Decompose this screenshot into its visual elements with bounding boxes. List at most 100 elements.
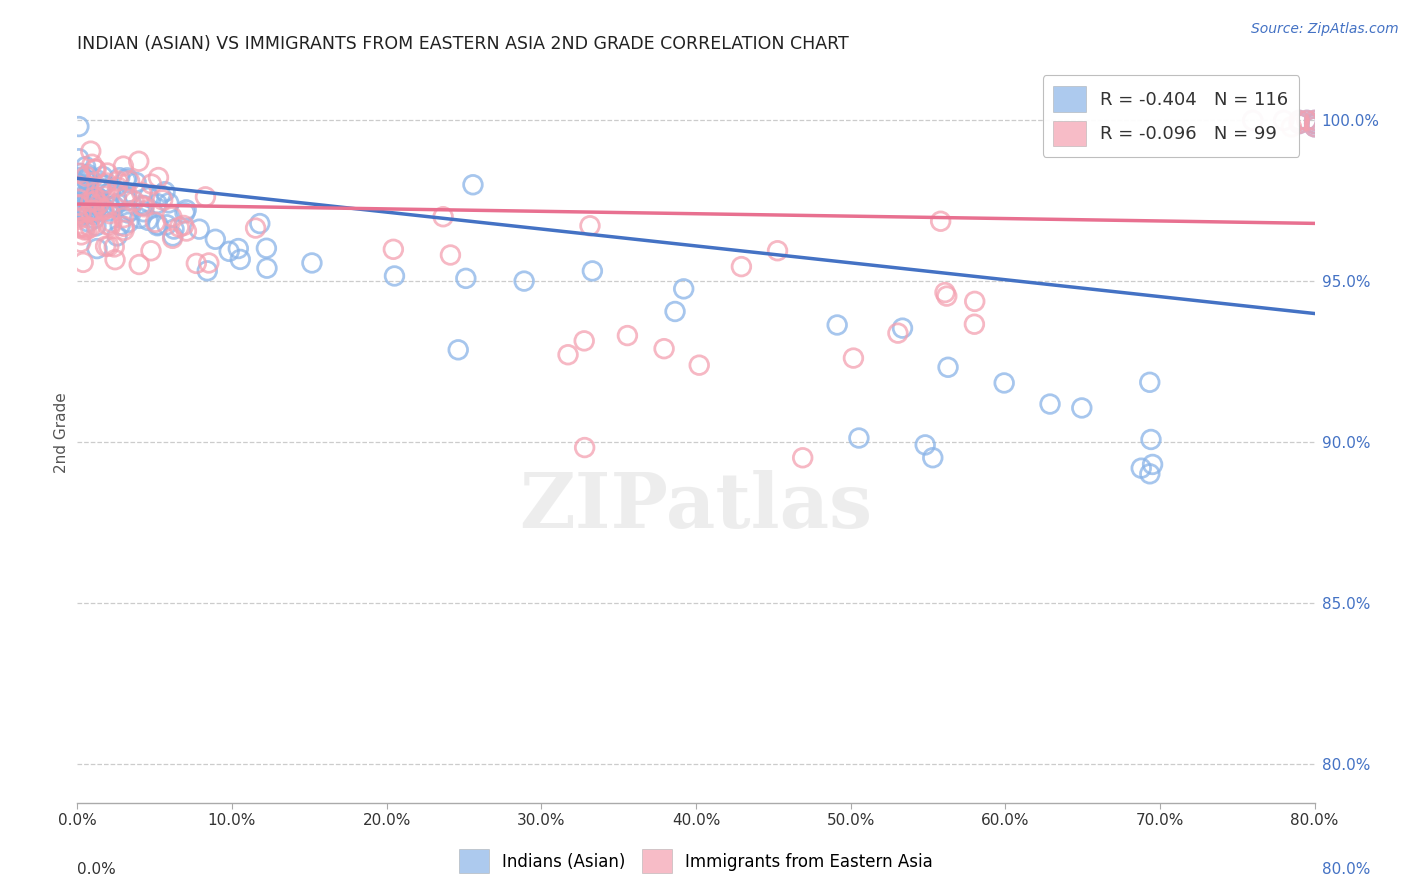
Point (730, 260, 752, 274)
Point (67, 221, 90, 235)
Point (1241, 113, 1264, 128)
Point (83, 203, 105, 218)
Point (301, 256, 323, 270)
Point (93, 202, 115, 217)
Point (75, 169, 97, 183)
Point (218, 244, 240, 259)
Point (198, 256, 221, 270)
Point (97, 239, 120, 253)
Point (67, 120, 90, 134)
Point (122, 194, 145, 208)
Point (84, 219, 107, 233)
Point (83, 211, 105, 226)
Point (153, 185, 176, 199)
Point (67, 212, 90, 227)
Point (842, 351, 865, 365)
Point (1130, 461, 1153, 475)
Point (664, 304, 686, 318)
Point (69, 178, 91, 193)
Point (616, 328, 638, 343)
Text: Source: ZipAtlas.com: Source: ZipAtlas.com (1251, 22, 1399, 37)
Point (1039, 397, 1062, 411)
Point (107, 179, 129, 194)
Point (766, 244, 789, 258)
Point (79, 183, 101, 197)
Point (70, 202, 93, 217)
Point (107, 196, 129, 211)
Point (572, 334, 595, 348)
Point (86, 191, 108, 205)
Point (174, 202, 197, 217)
Point (1288, 117, 1310, 131)
Point (80, 194, 103, 209)
Point (934, 285, 956, 300)
Point (136, 213, 159, 227)
Point (792, 450, 814, 465)
Point (848, 431, 870, 445)
Point (162, 231, 184, 245)
Point (125, 176, 148, 190)
Point (146, 219, 169, 233)
Point (94, 183, 117, 197)
Point (72, 179, 94, 194)
Point (963, 317, 986, 331)
Point (174, 206, 197, 220)
Text: INDIAN (ASIAN) VS IMMIGRANTS FROM EASTERN ASIA 2ND GRADE CORRELATION CHART: INDIAN (ASIAN) VS IMMIGRANTS FROM EASTER… (77, 35, 849, 53)
Point (70, 190, 93, 204)
Point (672, 282, 695, 296)
Point (115, 186, 138, 201)
Point (80, 144, 103, 158)
Point (77, 207, 100, 221)
Point (141, 177, 163, 191)
Point (194, 190, 217, 204)
Point (447, 343, 470, 357)
Point (1303, 117, 1326, 131)
Point (93, 203, 115, 218)
Point (107, 174, 129, 188)
Point (80, 157, 103, 171)
Point (160, 210, 183, 224)
Point (128, 154, 150, 169)
Point (229, 252, 252, 267)
Point (138, 190, 160, 204)
Point (1140, 433, 1163, 447)
Point (77, 168, 100, 182)
Point (1296, 113, 1319, 128)
Point (87, 191, 110, 205)
Point (432, 210, 454, 224)
Legend: Indians (Asian), Immigrants from Eastern Asia: Indians (Asian), Immigrants from Eastern… (453, 843, 939, 880)
Point (245, 221, 267, 235)
Point (195, 264, 218, 278)
Point (384, 268, 406, 283)
Point (79, 204, 101, 219)
Point (90, 183, 112, 197)
Point (132, 198, 155, 212)
Point (1296, 113, 1319, 128)
Point (146, 196, 169, 211)
Point (69, 235, 91, 250)
Point (1139, 376, 1161, 390)
Point (96, 176, 118, 190)
Point (91, 200, 114, 214)
Point (70, 209, 93, 223)
Point (1281, 120, 1303, 134)
Point (112, 219, 135, 234)
Point (115, 190, 138, 204)
Point (1142, 458, 1164, 472)
Point (105, 190, 128, 204)
Point (98, 207, 121, 221)
Point (79, 189, 101, 203)
Point (72, 255, 94, 269)
Point (103, 199, 125, 213)
Point (103, 240, 125, 254)
Text: 0.0%: 0.0% (77, 863, 117, 877)
Point (688, 358, 710, 372)
Point (90, 181, 112, 195)
Point (149, 187, 172, 202)
Point (112, 223, 135, 237)
Point (134, 200, 156, 214)
Point (128, 211, 150, 226)
Point (77, 196, 100, 211)
Point (256, 261, 278, 276)
Point (73, 223, 96, 237)
